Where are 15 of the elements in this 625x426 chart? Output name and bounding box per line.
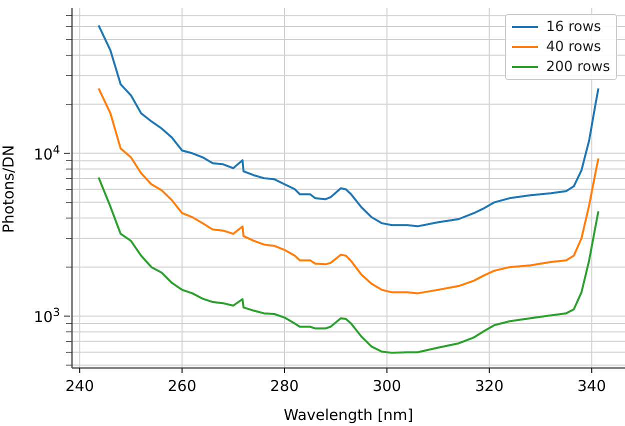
x-tick-label: 280: [270, 377, 299, 395]
y-tick-label: 10$^{4}$: [34, 142, 60, 164]
line-series: [98, 176, 600, 354]
legend-label: 200 rows: [546, 58, 610, 77]
legend-label: 40 rows: [546, 38, 602, 57]
y-axis-title: Photons/DN: [0, 145, 18, 233]
x-tick-label: 300: [372, 377, 402, 395]
x-tick-label: 320: [474, 377, 504, 395]
x-tick-label: 340: [577, 377, 606, 395]
y-tick-label: 10$^{3}$: [34, 306, 60, 326]
x-tick-label: 240: [65, 377, 94, 395]
legend-label: 16 rows: [546, 18, 602, 37]
x-axis-title: Wavelength [nm]: [284, 406, 414, 424]
line-series: [98, 87, 600, 294]
x-tick-label: 260: [168, 377, 196, 395]
